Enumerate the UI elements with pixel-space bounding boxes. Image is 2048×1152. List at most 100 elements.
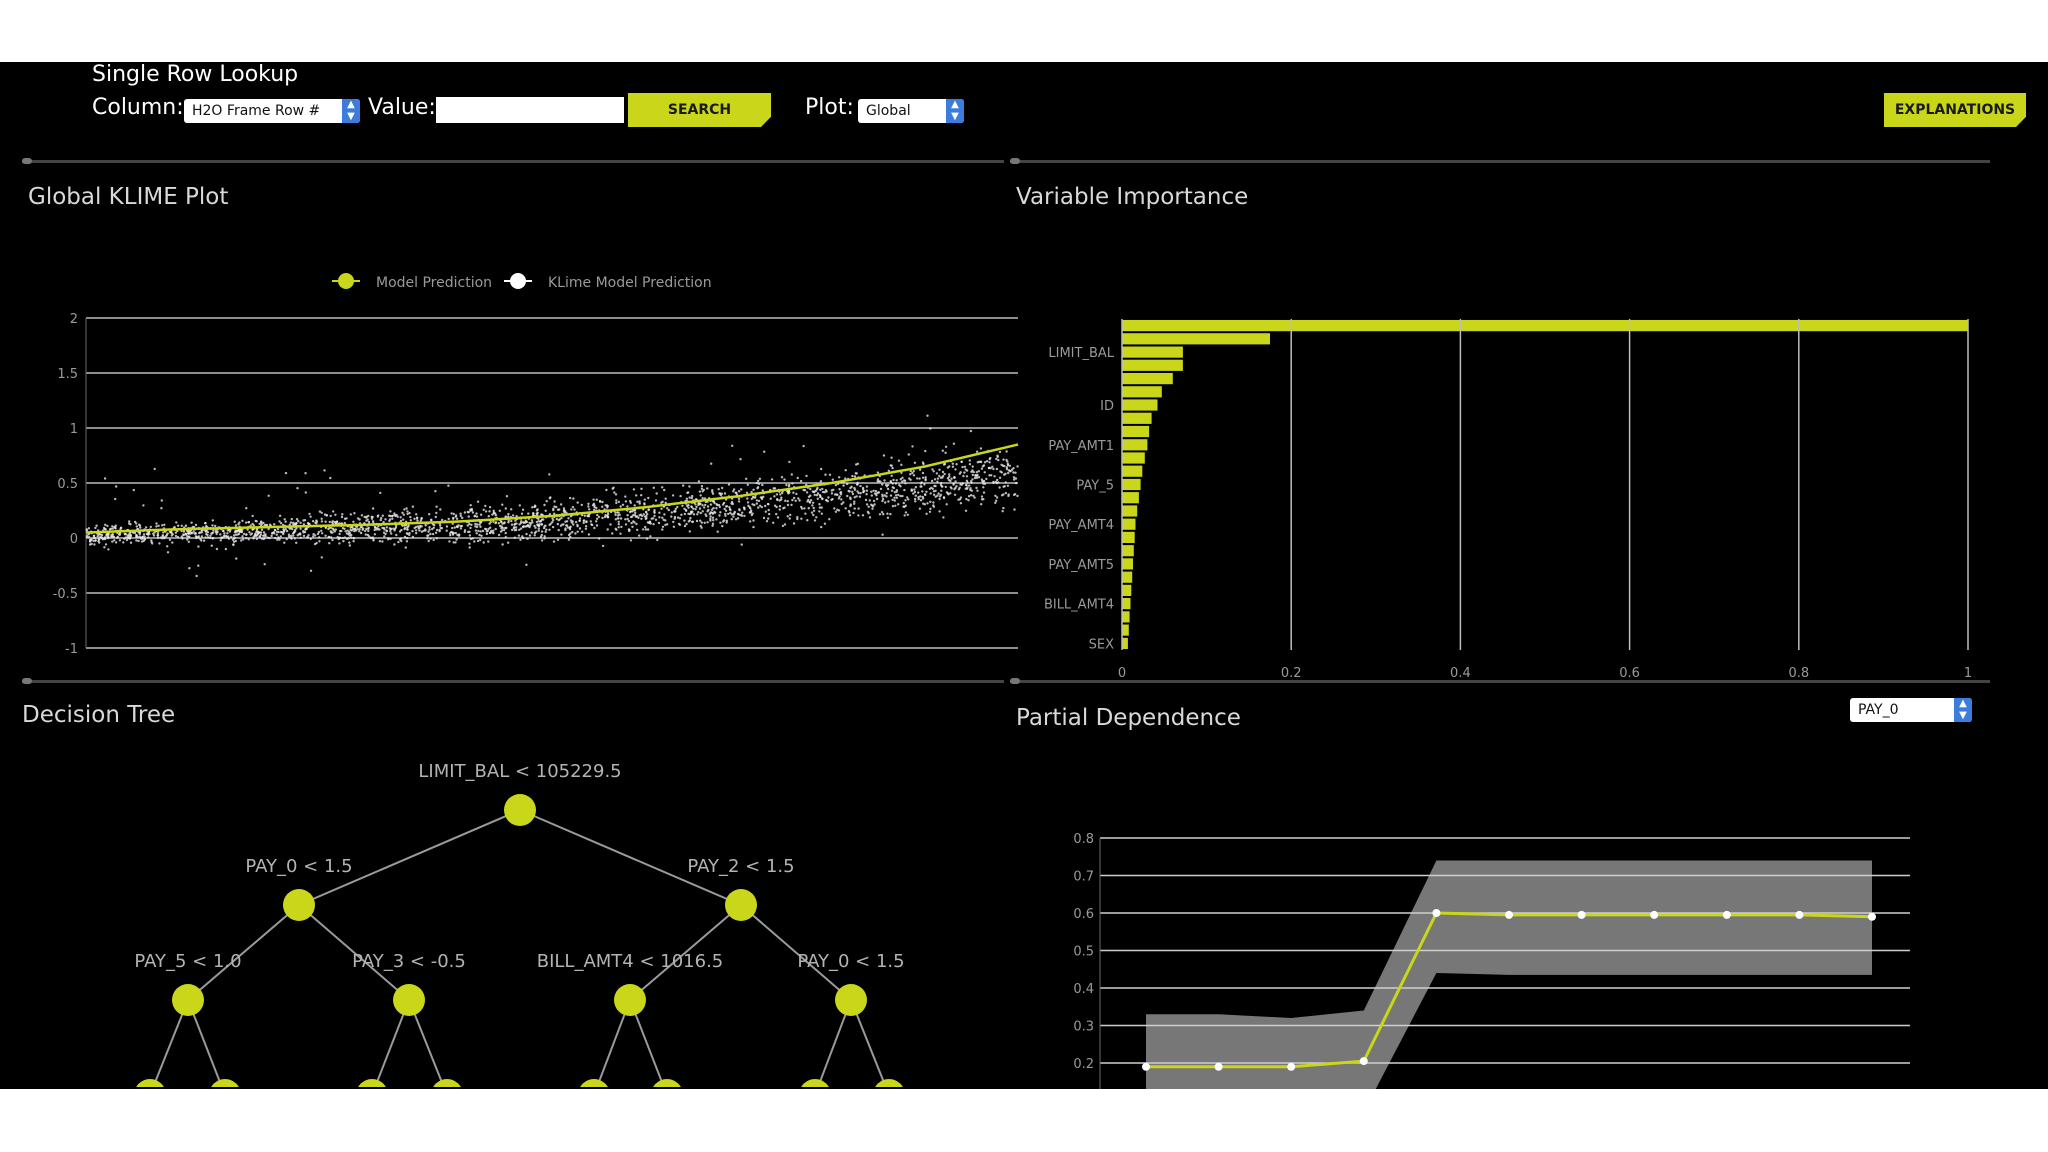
plot-select[interactable]: Global ▲ ▼ — [858, 99, 964, 123]
tree-node[interactable] — [651, 1079, 683, 1087]
klime-point — [138, 535, 142, 539]
klime-point — [715, 518, 718, 521]
klime-point — [909, 473, 912, 476]
resize-handle[interactable] — [22, 678, 32, 684]
klime-point — [959, 483, 962, 486]
resize-handle[interactable] — [22, 158, 32, 164]
klime-point — [348, 544, 351, 547]
klime-point — [939, 483, 943, 487]
tree-node[interactable] — [725, 889, 757, 921]
klime-point — [796, 516, 799, 519]
klime-point — [977, 460, 981, 463]
tree-node[interactable] — [614, 984, 646, 1016]
tree-node[interactable] — [835, 984, 867, 1016]
klime-point — [576, 530, 579, 533]
tree-node[interactable] — [431, 1079, 463, 1087]
klime-point — [535, 513, 539, 516]
klime-point — [858, 495, 862, 498]
klime-point — [227, 537, 231, 540]
klime-point — [890, 474, 893, 477]
pd-feature-select[interactable]: PAY_0 ▲ ▼ — [1850, 698, 1972, 722]
klime-point — [757, 499, 761, 503]
klime-point — [283, 518, 286, 521]
klime-point — [906, 496, 909, 499]
klime-point — [945, 491, 949, 494]
klime-point — [657, 521, 661, 525]
pd-point — [1432, 909, 1441, 917]
klime-point — [409, 515, 412, 519]
klime-point — [155, 525, 158, 528]
klime-point — [942, 496, 946, 499]
klime-point — [535, 520, 539, 524]
klime-point — [790, 473, 793, 476]
klime-point — [965, 484, 968, 487]
klime-point — [395, 513, 398, 517]
tree-node[interactable] — [504, 794, 536, 826]
tree-node[interactable] — [393, 984, 425, 1016]
klime-point — [525, 532, 528, 536]
klime-point — [828, 518, 831, 521]
pd-ytick: 0.7 — [1073, 870, 1094, 885]
klime-point — [787, 485, 791, 488]
klime-point — [848, 511, 851, 514]
klime-point — [92, 539, 95, 542]
klime-point — [370, 517, 374, 520]
klime-point — [939, 481, 943, 485]
klime-point — [891, 466, 894, 470]
klime-point — [653, 514, 656, 518]
tree-node[interactable] — [134, 1079, 166, 1087]
value-input[interactable] — [436, 97, 624, 123]
klime-point — [175, 521, 178, 524]
pd-title: Partial Dependence — [1016, 705, 1241, 731]
resize-handle[interactable] — [1010, 158, 1020, 164]
klime-point — [293, 522, 296, 525]
klime-point — [730, 513, 734, 516]
tree-node[interactable] — [799, 1079, 831, 1087]
klime-point — [204, 530, 208, 533]
search-button[interactable]: SEARCH — [628, 93, 771, 127]
klime-point — [262, 531, 266, 534]
klime-point — [139, 526, 142, 529]
tree-node[interactable] — [578, 1079, 610, 1087]
klime-point — [867, 512, 870, 515]
tree-node[interactable] — [356, 1079, 388, 1087]
klime-point — [683, 512, 686, 516]
klime-point — [802, 444, 805, 448]
explanations-button[interactable]: EXPLANATIONS — [1884, 93, 2026, 127]
klime-point — [174, 531, 177, 534]
klime-point — [691, 494, 694, 498]
klime-point — [877, 491, 880, 494]
tree-node[interactable] — [172, 984, 204, 1016]
column-select[interactable]: H2O Frame Row # ▲ ▼ — [184, 99, 360, 123]
klime-point — [818, 510, 821, 513]
tree-node[interactable] — [283, 889, 315, 921]
klime-point — [341, 536, 345, 540]
klime-point — [975, 476, 979, 480]
klime-point — [982, 491, 986, 494]
resize-handle[interactable] — [1010, 678, 1020, 684]
panel-separator — [1010, 160, 1990, 163]
klime-point — [210, 532, 213, 535]
klime-point — [295, 521, 298, 525]
klime-point — [995, 499, 998, 502]
tree-node[interactable] — [209, 1079, 241, 1087]
klime-point — [341, 527, 345, 530]
tree-node[interactable] — [873, 1079, 905, 1087]
klime-point — [393, 543, 396, 546]
klime-point — [580, 513, 584, 517]
klime-point — [964, 509, 968, 512]
klime-point — [98, 536, 101, 539]
klime-point — [415, 531, 418, 535]
klime-point — [452, 516, 455, 520]
klime-point — [637, 516, 640, 519]
panel-separator — [22, 680, 1004, 683]
klime-point — [211, 537, 214, 540]
klime-point — [513, 526, 516, 529]
klime-point — [824, 473, 827, 476]
klime-point — [235, 557, 238, 560]
klime-point — [954, 480, 957, 483]
klime-point — [459, 524, 462, 528]
klime-point — [969, 494, 973, 497]
klime-point — [426, 537, 429, 540]
klime-point — [679, 494, 682, 498]
